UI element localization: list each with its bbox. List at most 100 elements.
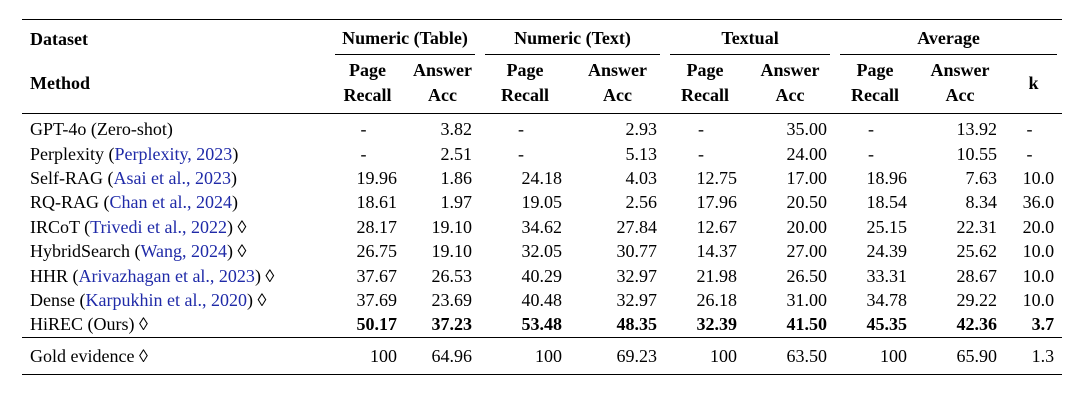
value-cell: 20.00 xyxy=(786,216,828,237)
column-header-line: Acc xyxy=(603,85,632,105)
value-cell: - xyxy=(698,143,705,164)
value-cell: 27.84 xyxy=(616,216,658,237)
value-cell: 100 xyxy=(835,336,916,375)
value-cell: 25.15 xyxy=(866,216,908,237)
value-cell: 37.69 xyxy=(356,289,398,310)
value-cell: 20.50 xyxy=(786,192,828,213)
value-cell: 1.86 xyxy=(440,167,473,188)
table-row: Self-RAG (Asai et al., 2023) 19.96 1.86 24.… xyxy=(22,166,1062,190)
value-cell: 19.05 xyxy=(521,192,563,213)
value-cell: 17.00 xyxy=(786,167,828,188)
value-cell: 37.67 xyxy=(356,265,398,286)
column-header-line: Recall xyxy=(851,85,900,105)
method-text: HybridSearch ( xyxy=(30,241,141,262)
group-header: Textual xyxy=(665,20,835,55)
column-header: Answer Acc xyxy=(915,55,1005,114)
column-header-line: Page xyxy=(686,60,724,80)
value-cell: 26.18 xyxy=(696,289,738,310)
citation: Perplexity, 2023 xyxy=(114,143,233,164)
table-head: Dataset Numeric (Table) Numeric (Text) T… xyxy=(22,19,1063,114)
value-cell: 21.98 xyxy=(696,265,738,286)
value-cell: 69.23 xyxy=(570,336,666,375)
column-header-line: Answer xyxy=(413,60,472,80)
header-row: Dataset Numeric (Table) Numeric (Text) T… xyxy=(22,19,1063,56)
value-cell: 3.82 xyxy=(440,119,473,140)
column-header-line: Answer xyxy=(930,60,990,80)
table-row: Dense (Karpukhin et al., 2020) ◊ 37.69 23.… xyxy=(22,288,1062,312)
column-row: Method Page Recall Answer Acc Page Recall Answ… xyxy=(22,55,1063,114)
table-row: HHR (Arivazhagan et al., 2023) ◊ 37.67 26.… xyxy=(22,263,1062,287)
value-cell: 37.23 xyxy=(431,314,473,335)
value-cell: - xyxy=(360,143,367,164)
value-cell: 48.35 xyxy=(616,314,658,335)
method-text: ) xyxy=(232,143,239,164)
value-cell: 42.36 xyxy=(956,314,998,335)
value-cell: - xyxy=(518,143,525,164)
column-header-line: Acc xyxy=(428,85,457,105)
value-cell: 63.50 xyxy=(745,336,836,375)
group-text: Average xyxy=(840,26,1058,55)
method-text: ) ◊ xyxy=(227,216,247,237)
column-header: Page Recall xyxy=(330,55,405,114)
value-cell: 41.50 xyxy=(786,314,828,335)
column-header-line: Acc xyxy=(775,85,805,105)
value-cell: 5.13 xyxy=(625,143,658,164)
method-text: HiREC (Ours) ◊ xyxy=(30,314,148,335)
method-cell: Perplexity (Perplexity, 2023) xyxy=(22,141,330,165)
value-cell: - xyxy=(1026,119,1033,140)
value-cell: 33.31 xyxy=(866,265,908,286)
value-cell: 19.10 xyxy=(431,216,473,237)
citation: Trivedi et al., 2022 xyxy=(90,216,227,237)
value-cell: 34.62 xyxy=(521,216,563,237)
group-header: Average xyxy=(835,20,1062,55)
value-cell: 20.0 xyxy=(1022,216,1055,237)
method-cell: Dense (Karpukhin et al., 2020) ◊ xyxy=(22,288,330,312)
method-text: GPT-4o (Zero-shot) xyxy=(30,119,173,140)
value-cell: - xyxy=(868,119,875,140)
group-text: Numeric (Table) xyxy=(335,26,476,55)
value-cell: - xyxy=(868,143,875,164)
value-cell: 32.05 xyxy=(521,241,563,262)
value-cell: 4.03 xyxy=(625,167,658,188)
method-text: ) ◊ xyxy=(246,289,267,310)
value-cell: 29.22 xyxy=(956,289,998,310)
column-header-line: Answer xyxy=(588,60,648,80)
value-cell: 22.31 xyxy=(956,216,998,237)
dataset-label: Dataset xyxy=(22,20,330,56)
column-header-line: Answer xyxy=(760,60,820,80)
value-cell: - xyxy=(518,119,525,140)
citation: Chan et al., 2024 xyxy=(109,192,232,213)
column-header-line: Recall xyxy=(501,85,549,105)
column-header-line: Page xyxy=(349,60,386,80)
value-cell: 14.37 xyxy=(696,241,738,262)
value-cell: 100 xyxy=(665,336,746,375)
method-cell: RQ-RAG (Chan et al., 2024) xyxy=(22,190,330,214)
column-header: Answer Acc xyxy=(570,55,665,114)
method-cell: HybridSearch (Wang, 2024) ◊ xyxy=(22,239,330,263)
group-text: Numeric (Text) xyxy=(485,26,661,55)
value-cell: 27.00 xyxy=(786,241,828,262)
value-cell: 1.3 xyxy=(1005,336,1063,375)
method-text: Dense ( xyxy=(30,289,86,310)
method-cell: HHR (Arivazhagan et al., 2023) ◊ xyxy=(22,263,330,287)
value-cell: 10.55 xyxy=(956,143,998,164)
column-header: k xyxy=(1005,55,1062,114)
column-header-line: Acc xyxy=(945,85,975,105)
value-cell: 12.75 xyxy=(696,167,738,188)
value-cell: 28.17 xyxy=(356,216,398,237)
column-header: Answer Acc xyxy=(745,55,835,114)
value-cell: 26.75 xyxy=(356,241,398,262)
value-cell: 32.39 xyxy=(696,314,738,335)
table-row: Perplexity (Perplexity, 2023) - 2.51 - 5.13 -… xyxy=(22,141,1062,165)
column-header: Answer Acc xyxy=(405,55,480,114)
value-cell: 35.00 xyxy=(786,119,828,140)
citation: Karpukhin et al., 2020 xyxy=(85,289,247,310)
value-cell: 23.69 xyxy=(431,289,473,310)
table-row: RQ-RAG (Chan et al., 2024) 18.61 1.97 19.05… xyxy=(22,190,1062,214)
table-body: GPT-4o (Zero-shot) - 3.82 - 2.93 - 35.00 - 13.92… xyxy=(22,114,1063,375)
method-text: HHR ( xyxy=(30,265,79,286)
citation: Arivazhagan et al., 2023 xyxy=(78,265,255,286)
value-cell: 2.51 xyxy=(440,143,473,164)
citation: Wang, 2024 xyxy=(140,241,228,262)
